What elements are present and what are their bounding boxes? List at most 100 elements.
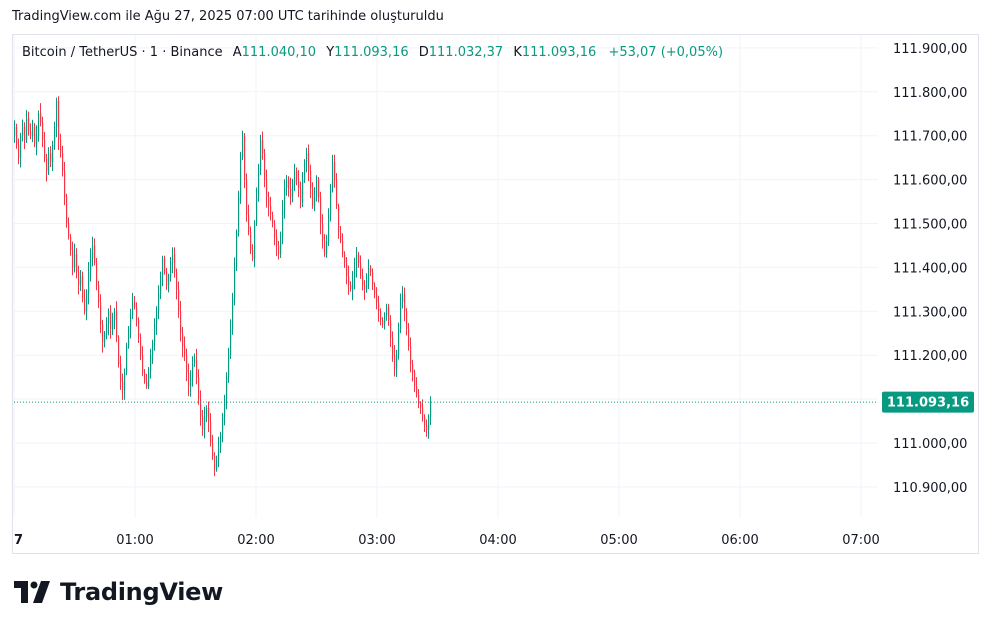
candle-body bbox=[192, 363, 194, 378]
candle-body bbox=[410, 346, 412, 364]
candle-body bbox=[202, 416, 204, 430]
candle-body bbox=[218, 447, 220, 461]
candle-body bbox=[122, 381, 124, 391]
candle-body bbox=[68, 223, 70, 237]
candle-body bbox=[22, 126, 24, 136]
x-tick-label: 06:00 bbox=[721, 533, 758, 548]
candle-body bbox=[412, 363, 414, 373]
candle-body bbox=[326, 241, 328, 255]
candle-body bbox=[430, 402, 432, 417]
x-tick-label: 03:00 bbox=[358, 533, 395, 548]
candle-body bbox=[366, 280, 368, 290]
candle-body bbox=[86, 293, 88, 312]
y-tick-label: 111.000,00 bbox=[893, 437, 967, 452]
candle-body bbox=[104, 333, 106, 343]
high-label: Y bbox=[326, 45, 335, 60]
candle-body bbox=[82, 276, 84, 299]
footer: TradingView bbox=[14, 578, 223, 606]
candle-body bbox=[390, 320, 392, 338]
candle-body bbox=[200, 399, 202, 417]
candle-body bbox=[266, 179, 268, 198]
candle-body bbox=[296, 170, 298, 180]
candle-body bbox=[26, 118, 28, 141]
candle-body bbox=[32, 126, 34, 136]
candle-body bbox=[250, 232, 252, 250]
candle-body bbox=[160, 276, 162, 294]
candle-body bbox=[170, 263, 172, 277]
last-price-tag bbox=[882, 391, 974, 413]
candle-body bbox=[318, 179, 320, 198]
candle-body bbox=[124, 372, 126, 391]
candle-body bbox=[420, 403, 422, 408]
candle-body bbox=[424, 416, 426, 426]
candle-body bbox=[118, 337, 120, 364]
candle-body bbox=[234, 267, 236, 299]
candle-body bbox=[84, 298, 86, 312]
candle-body bbox=[116, 311, 118, 338]
x-tick-label: 01:00 bbox=[116, 533, 153, 548]
close-value: 111.093,16 bbox=[521, 45, 597, 60]
x-tick-label: 7 bbox=[14, 533, 23, 548]
y-tick-label: 111.700,00 bbox=[893, 130, 967, 145]
chart-panel[interactable] bbox=[12, 34, 979, 554]
candle-body bbox=[348, 276, 350, 285]
candle-body bbox=[154, 324, 156, 343]
candle-body bbox=[70, 236, 72, 250]
candle-body bbox=[414, 372, 416, 386]
candle-body bbox=[58, 100, 60, 141]
last-price-tag-text: 111.093,16 bbox=[887, 396, 969, 411]
candle-body bbox=[360, 263, 362, 277]
candle-body bbox=[146, 381, 148, 386]
candle-body bbox=[150, 355, 152, 373]
candle-body bbox=[102, 324, 104, 343]
candle-body bbox=[46, 157, 48, 171]
candle-body bbox=[248, 214, 250, 233]
candle-body bbox=[290, 188, 292, 198]
candle-body bbox=[152, 342, 154, 356]
candle-body bbox=[74, 254, 76, 268]
candle-body bbox=[188, 372, 190, 386]
candle-body bbox=[240, 157, 242, 198]
candle-body bbox=[110, 311, 112, 329]
candle-body bbox=[208, 407, 210, 422]
candle-body bbox=[244, 135, 246, 180]
candle-body bbox=[368, 267, 370, 281]
candle-body bbox=[358, 254, 360, 264]
candle-body bbox=[262, 140, 264, 154]
candle-body bbox=[378, 302, 380, 312]
tradingview-brand[interactable]: TradingView bbox=[60, 578, 223, 606]
candle-body bbox=[304, 162, 306, 180]
candle-body bbox=[356, 254, 358, 268]
candle-body bbox=[246, 179, 248, 215]
high-value: 111.093,16 bbox=[334, 45, 409, 60]
change-value: +53,07 (+0,05%) bbox=[608, 45, 724, 60]
chart-caption: TradingView.com ile Ağu 27, 2025 07:00 U… bbox=[12, 9, 444, 24]
candle-body bbox=[288, 179, 290, 189]
candle-body bbox=[190, 377, 192, 386]
candle-body bbox=[370, 267, 372, 272]
candle-body bbox=[284, 188, 286, 211]
candle-body bbox=[38, 113, 40, 136]
candle-body bbox=[136, 306, 138, 321]
candle-body bbox=[298, 179, 300, 189]
candle-body bbox=[24, 126, 26, 141]
candle-body bbox=[162, 258, 164, 277]
candle-body bbox=[220, 434, 222, 448]
candle-body bbox=[172, 254, 174, 264]
candle-body bbox=[178, 289, 180, 312]
low-value: 111.032,37 bbox=[428, 45, 504, 60]
candle-body bbox=[34, 126, 36, 145]
candle-body bbox=[352, 280, 354, 290]
candle-body bbox=[72, 249, 74, 268]
candle-body bbox=[216, 460, 218, 470]
candle-body bbox=[398, 328, 400, 356]
candle-body bbox=[176, 271, 178, 290]
candle-body bbox=[264, 153, 266, 180]
candle-body bbox=[406, 311, 408, 329]
candle-body bbox=[354, 267, 356, 281]
candle-body bbox=[256, 197, 258, 224]
candle-body bbox=[364, 284, 366, 290]
candle-body bbox=[66, 197, 68, 224]
candle-body bbox=[396, 355, 398, 369]
